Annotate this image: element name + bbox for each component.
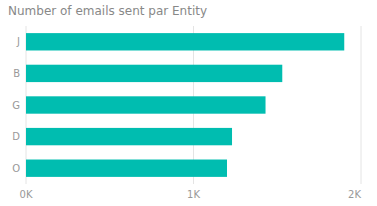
grid xyxy=(26,26,361,184)
bar xyxy=(26,33,344,50)
category-label: O xyxy=(12,163,20,174)
bar xyxy=(26,160,227,177)
bars xyxy=(26,33,344,177)
tick-label: 1K xyxy=(187,189,200,200)
category-label: D xyxy=(12,131,20,142)
category-label: G xyxy=(12,100,20,111)
bar xyxy=(26,96,266,113)
tick-label: 2K xyxy=(348,189,361,200)
title: Number of emails sent par Entity xyxy=(8,4,207,18)
category-label: J xyxy=(16,36,20,47)
tick-label: 0K xyxy=(20,189,33,200)
bar xyxy=(26,65,282,82)
chart-container: Number of emails sent par Entity 0K 1K 2K J B… xyxy=(0,0,377,206)
chart: Number of emails sent par Entity 0K 1K 2K J B… xyxy=(0,0,377,206)
category-label: B xyxy=(13,68,20,79)
grid-line xyxy=(361,26,362,184)
bar xyxy=(26,128,232,145)
